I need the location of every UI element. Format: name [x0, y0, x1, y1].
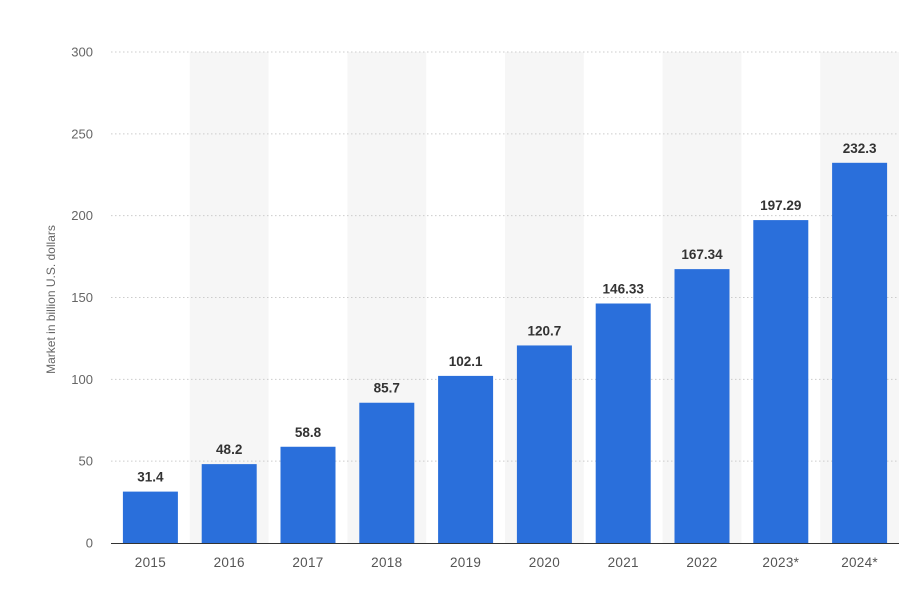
bar[interactable] [516, 345, 572, 543]
y-axis-label: Market in billion U.S. dollars [44, 225, 58, 374]
data-label: 85.7 [374, 381, 400, 396]
data-label: 232.3 [843, 141, 877, 156]
bar[interactable] [122, 491, 178, 543]
data-label: 102.1 [449, 354, 483, 369]
data-label: 48.2 [216, 442, 242, 457]
bar[interactable] [359, 402, 415, 543]
x-tick-label: 2015 [135, 555, 166, 570]
data-label: 146.33 [603, 282, 645, 297]
data-label: 167.34 [681, 247, 723, 262]
x-tick-label: 2017 [292, 555, 323, 570]
x-tick-label: 2023* [762, 555, 799, 570]
data-labels: 31.4 48.2 58.8 85.7 102.1 120.7 146.33 167.34 19… [137, 141, 877, 485]
data-label: 58.8 [295, 425, 322, 440]
bar[interactable] [280, 446, 336, 543]
data-label: 120.7 [528, 323, 562, 338]
bar[interactable] [201, 464, 257, 543]
x-tick-label: 2020 [529, 555, 560, 570]
x-tick-label: 2019 [450, 555, 481, 570]
bars [122, 162, 888, 543]
x-tick-label: 2022 [686, 555, 717, 570]
y-tick-label: 300 [71, 45, 93, 60]
y-tick-label: 200 [71, 208, 93, 223]
bar[interactable] [753, 220, 809, 543]
data-label: 31.4 [137, 470, 164, 485]
y-tick-label: 100 [71, 372, 93, 387]
bar[interactable] [438, 375, 494, 543]
x-tick-label: 2024* [841, 555, 878, 570]
x-tick-label: 2016 [214, 555, 245, 570]
bar[interactable] [595, 303, 651, 543]
bar[interactable] [674, 269, 730, 543]
x-tick-label: 2018 [371, 555, 402, 570]
y-tick-label: 50 [79, 454, 93, 469]
y-axis-ticks: 0 50 100 150 200 250 300 [71, 45, 93, 551]
y-tick-label: 150 [71, 290, 93, 305]
y-tick-label: 250 [71, 126, 93, 141]
x-axis-ticks: 2015 2016 2017 2018 2019 2020 2021 2022 2023* 202… [135, 555, 878, 570]
data-label: 197.29 [760, 198, 801, 213]
y-tick-label: 0 [86, 536, 93, 551]
bar[interactable] [832, 162, 888, 543]
x-tick-label: 2021 [608, 555, 639, 570]
